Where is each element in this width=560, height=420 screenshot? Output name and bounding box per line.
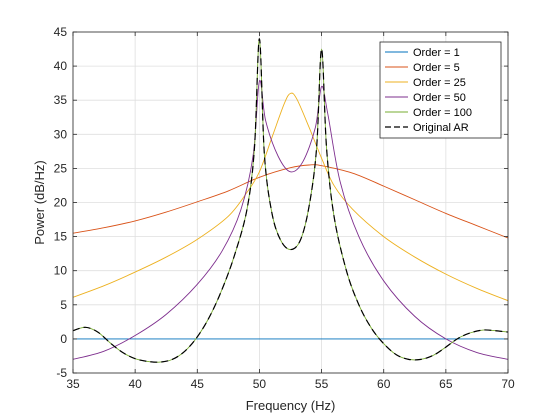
y-tick-label: 0 bbox=[60, 332, 67, 346]
legend: Order = 1 Order = 5 Order = 25 Order = 50 Or… bbox=[379, 41, 502, 139]
x-tick-label: 65 bbox=[439, 377, 453, 391]
legend-label-1: Order = 1 bbox=[413, 47, 460, 59]
series-line-4 bbox=[73, 80, 508, 360]
series-line-6 bbox=[73, 38, 508, 363]
y-tick-label: 40 bbox=[54, 59, 68, 73]
y-tick-label: 45 bbox=[54, 25, 68, 39]
series-lines bbox=[73, 38, 508, 363]
legend-label-4: Order = 50 bbox=[413, 92, 466, 104]
y-tick-label: -5 bbox=[56, 366, 67, 380]
x-tick-label: 60 bbox=[377, 377, 391, 391]
ticks bbox=[72, 31, 509, 374]
y-tick-label: 35 bbox=[54, 93, 68, 107]
x-tick-label: 35 bbox=[66, 377, 80, 391]
legend-label-6: Original AR bbox=[413, 122, 469, 134]
y-tick-label: 15 bbox=[54, 230, 68, 244]
x-tick-label: 50 bbox=[253, 377, 267, 391]
y-axis-label: Power (dB/Hz) bbox=[32, 160, 47, 245]
x-tick-label: 55 bbox=[315, 377, 329, 391]
x-tick-label: 45 bbox=[191, 377, 205, 391]
x-axis-label: Frequency (Hz) bbox=[246, 398, 336, 413]
legend-label-3: Order = 25 bbox=[413, 77, 466, 89]
series-line-2 bbox=[73, 164, 508, 239]
series-line-3 bbox=[73, 92, 508, 302]
y-tick-label: 10 bbox=[54, 264, 68, 278]
y-tick-label: 5 bbox=[60, 298, 67, 312]
x-tick-label: 70 bbox=[501, 377, 515, 391]
y-tick-label: 20 bbox=[54, 196, 68, 210]
x-tick-label: 40 bbox=[128, 377, 142, 391]
legend-box bbox=[379, 41, 502, 139]
legend-label-2: Order = 5 bbox=[413, 62, 460, 74]
y-tick-label: 25 bbox=[54, 161, 68, 175]
tick-labels: 35 40 45 50 55 60 65 70 -5 0 5 10 15 20 25 30 35 40 45 bbox=[54, 25, 515, 391]
legend-label-5: Order = 100 bbox=[413, 107, 472, 119]
y-tick-label: 30 bbox=[54, 127, 68, 141]
